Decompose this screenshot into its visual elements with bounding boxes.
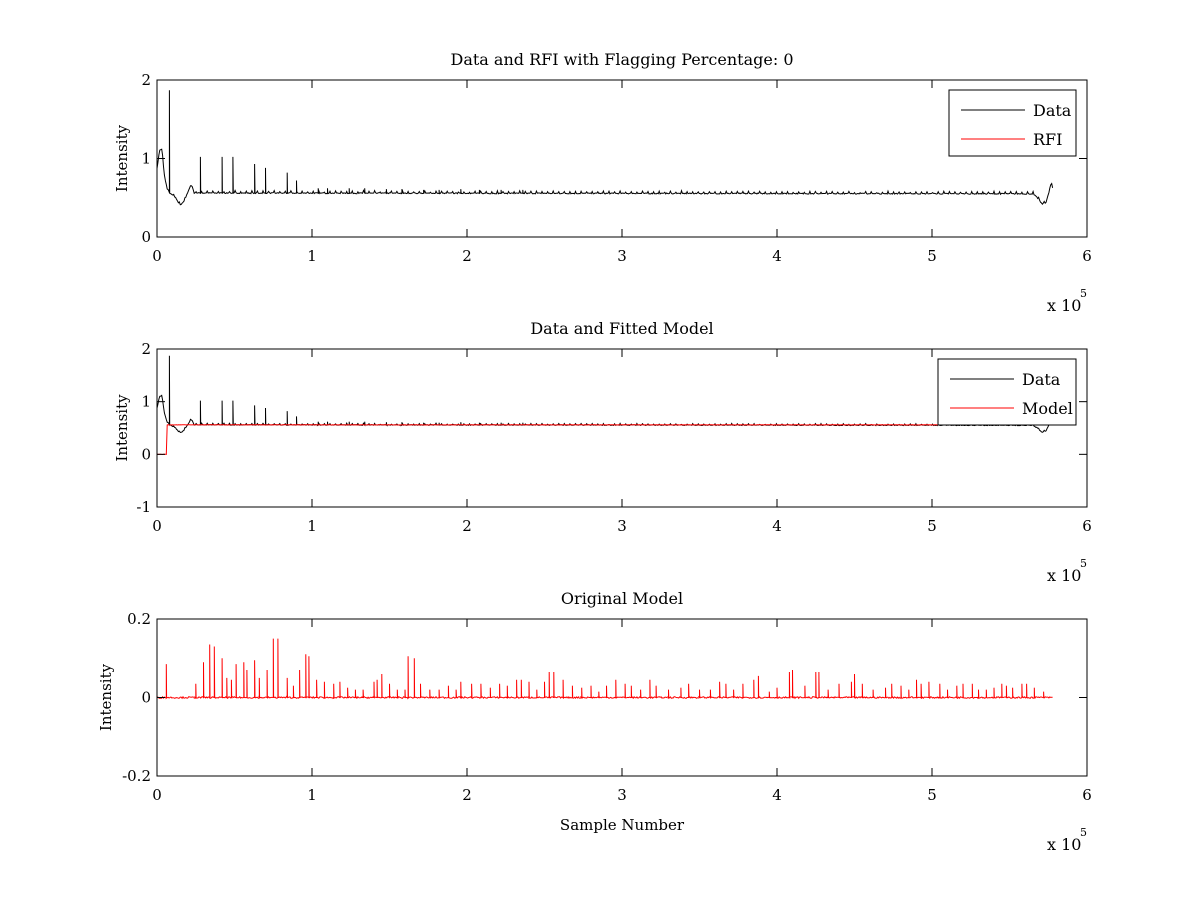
x-tick-label: 6 (1082, 786, 1092, 804)
plot-area (157, 638, 1053, 700)
series-line-data (157, 90, 1054, 206)
x-tick-label: 5 (927, 247, 937, 265)
y-tick-label: -0.2 (122, 767, 151, 785)
x-tick-label: 0 (152, 786, 162, 804)
x-tick-label: 0 (152, 247, 162, 265)
legend-label: Model (1022, 399, 1073, 418)
x-tick-label: 1 (307, 517, 317, 535)
x-tick-label: 5 (927, 786, 937, 804)
y-tick-label: -1 (136, 498, 151, 516)
x-tick-label: 2 (462, 786, 472, 804)
subplot-title: Data and RFI with Flagging Percentage: 0 (450, 50, 793, 69)
legend-box (937, 358, 1077, 426)
x-tick-label: 1 (307, 786, 317, 804)
y-tick-label: 0 (141, 228, 151, 246)
series-line (157, 638, 1053, 700)
y-tick-label: 1 (141, 393, 151, 411)
x-tick-label: 2 (462, 517, 472, 535)
legend-label: Data (1033, 101, 1072, 120)
y-tick-label: 2 (141, 71, 151, 89)
y-tick-label: 1 (141, 150, 151, 168)
y-tick-label: 0 (141, 445, 151, 463)
legend: Data RFI (948, 89, 1077, 157)
x-tick-label: 3 (617, 247, 627, 265)
x-axis-label: Sample Number (560, 816, 685, 834)
legend-label: RFI (1033, 130, 1062, 149)
x-tick-label: 0 (152, 517, 162, 535)
x-tick-label: 6 (1082, 517, 1092, 535)
y-axis-label: Intensity (97, 663, 115, 731)
x-tick-label: 5 (927, 517, 937, 535)
x-multiplier-exponent: 5 (1080, 287, 1087, 300)
series-line-data (157, 355, 1054, 434)
plot-area (157, 90, 1054, 206)
axes-box (156, 79, 1088, 238)
y-tick-label: 2 (141, 340, 151, 358)
x-multiplier-exponent: 5 (1080, 826, 1087, 839)
x-multiplier-exponent: 5 (1080, 557, 1087, 570)
x-tick-label: 2 (462, 247, 472, 265)
legend-box (948, 89, 1077, 157)
x-tick-label: 4 (772, 247, 782, 265)
legend: Data Model (937, 358, 1077, 426)
x-tick-label: 1 (307, 247, 317, 265)
y-axis-label: Intensity (113, 124, 131, 192)
y-axis-label: Intensity (113, 394, 131, 462)
x-tick-label: 4 (772, 517, 782, 535)
subplot-title: Original Model (561, 589, 683, 608)
subplot-title: Data and Fitted Model (530, 319, 713, 338)
y-tick-label: 0.2 (127, 610, 151, 628)
x-tick-label: 3 (617, 517, 627, 535)
legend-label: Data (1022, 370, 1061, 389)
plot-area (157, 355, 1054, 456)
x-tick-label: 3 (617, 786, 627, 804)
x-multiplier: x 10 (1047, 835, 1081, 854)
subplot-1: Data and RFI with Flagging Percentage: 0… (113, 50, 1092, 315)
y-tick-label: 0 (141, 689, 151, 707)
x-tick-label: 4 (772, 786, 782, 804)
x-tick-label: 6 (1082, 247, 1092, 265)
series-line-model (157, 424, 1053, 456)
x-multiplier: x 10 (1047, 566, 1081, 585)
x-multiplier: x 10 (1047, 296, 1081, 315)
